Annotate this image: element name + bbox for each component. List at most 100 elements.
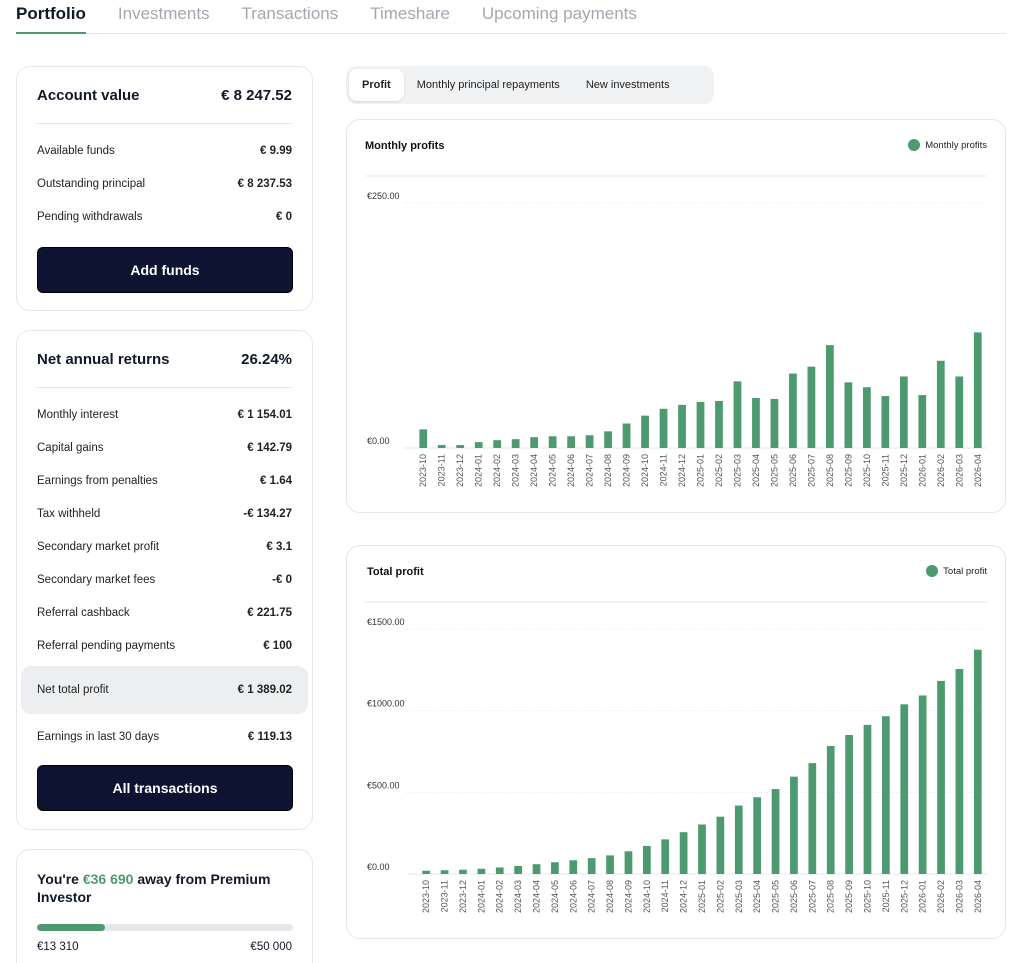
tab-transactions[interactable]: Transactions: [241, 4, 339, 23]
premium-amount: €36 690: [82, 871, 134, 887]
bar[interactable]: [862, 387, 871, 448]
add-funds-button[interactable]: Add funds: [37, 247, 293, 293]
row-value: € 1 154.01: [237, 408, 292, 421]
bar[interactable]: [678, 404, 686, 448]
bar[interactable]: [918, 395, 927, 448]
bar[interactable]: [548, 436, 557, 448]
bar[interactable]: [622, 423, 631, 449]
bar[interactable]: [752, 398, 760, 448]
bar[interactable]: [955, 669, 964, 874]
x-tick-label: 2025-02: [714, 454, 724, 487]
bar[interactable]: [734, 805, 743, 874]
row-label: Referral pending payments: [37, 639, 176, 652]
premium-progress-track: [37, 924, 293, 931]
bar[interactable]: [474, 442, 483, 448]
bar[interactable]: [437, 445, 446, 448]
x-tick-label: 2024-05: [550, 880, 560, 913]
x-tick-label: 2025-04: [751, 454, 761, 487]
premium-message: You're €36 690 away from Premium Investo…: [37, 870, 297, 906]
bar[interactable]: [826, 745, 835, 874]
bar[interactable]: [456, 445, 465, 448]
bar[interactable]: [679, 832, 688, 874]
bar[interactable]: [770, 399, 779, 448]
bar[interactable]: [551, 862, 559, 874]
bar[interactable]: [659, 408, 668, 448]
legend-dot: [926, 565, 939, 577]
bar[interactable]: [511, 439, 520, 448]
bar[interactable]: [790, 776, 798, 874]
bar[interactable]: [807, 366, 816, 448]
bar[interactable]: [881, 396, 890, 448]
x-tick-label: 2026-04: [973, 454, 983, 487]
x-tick-label: 2025-03: [732, 454, 742, 487]
bar[interactable]: [936, 360, 945, 448]
bar[interactable]: [606, 855, 614, 874]
tab-timeshare[interactable]: Timeshare: [370, 4, 450, 23]
bar[interactable]: [532, 864, 541, 874]
bar[interactable]: [753, 797, 762, 874]
bar[interactable]: [899, 376, 908, 448]
legend-label: Total profit: [943, 565, 987, 577]
bar[interactable]: [789, 373, 797, 448]
row-value: € 3.1: [266, 540, 292, 553]
row-label: Available funds: [37, 144, 115, 157]
bar[interactable]: [585, 435, 594, 448]
x-tick-label: 2026-01: [917, 454, 927, 487]
row-monthly-interest: Monthly interest € 1 154.01: [37, 398, 292, 431]
tab-investments[interactable]: Investments: [117, 4, 210, 23]
row-value: € 8 237.53: [237, 177, 292, 190]
bar[interactable]: [955, 376, 964, 448]
bar[interactable]: [604, 431, 612, 448]
bar[interactable]: [882, 716, 890, 874]
tab-portfolio[interactable]: Portfolio: [16, 0, 86, 34]
x-tick-label: 2025-12: [899, 880, 909, 913]
bar[interactable]: [716, 816, 725, 874]
bar[interactable]: [419, 429, 428, 448]
account-value-header: Account value € 8 247.52: [37, 67, 292, 123]
bar[interactable]: [808, 763, 817, 874]
bar[interactable]: [477, 868, 486, 874]
bar[interactable]: [973, 649, 982, 874]
bar[interactable]: [569, 860, 578, 874]
row-value: € 0: [276, 210, 292, 223]
bar[interactable]: [900, 704, 909, 874]
bar[interactable]: [495, 867, 504, 874]
bar[interactable]: [642, 845, 651, 874]
x-tick-label: 2024-04: [532, 880, 542, 913]
divider: [37, 123, 292, 124]
bar[interactable]: [698, 824, 706, 874]
x-tick-label: 2025-09: [843, 454, 853, 487]
x-tick-label: 2024-09: [622, 454, 632, 487]
bar[interactable]: [514, 865, 522, 874]
bar[interactable]: [530, 437, 539, 448]
segment-new-investments[interactable]: New investments: [585, 79, 670, 91]
tab-upcoming-payments[interactable]: Upcoming payments: [481, 4, 637, 23]
bar[interactable]: [587, 858, 596, 874]
bar[interactable]: [624, 851, 633, 874]
bar[interactable]: [973, 332, 982, 448]
bar[interactable]: [733, 381, 742, 448]
x-tick-label: 2024-03: [513, 880, 523, 913]
bar[interactable]: [715, 400, 723, 448]
bar[interactable]: [422, 870, 431, 874]
row-tax-withheld: Tax withheld -€ 134.27: [37, 497, 292, 530]
bar[interactable]: [440, 870, 449, 874]
segment-monthly-principal-repayments[interactable]: Monthly principal repayments: [416, 79, 560, 91]
segment-profit[interactable]: Profit: [349, 69, 404, 101]
bar[interactable]: [826, 345, 834, 448]
bar[interactable]: [937, 680, 945, 874]
x-tick-label: 2024-07: [587, 880, 597, 913]
bar[interactable]: [845, 735, 853, 874]
x-tick-label: 2025-01: [696, 454, 706, 487]
bar[interactable]: [844, 382, 853, 448]
bar[interactable]: [696, 401, 705, 448]
all-transactions-button[interactable]: All transactions: [37, 765, 293, 811]
bar[interactable]: [918, 695, 927, 874]
bar[interactable]: [661, 839, 670, 874]
bar[interactable]: [567, 436, 575, 448]
bar[interactable]: [771, 789, 780, 874]
bar[interactable]: [493, 440, 502, 448]
bar[interactable]: [641, 415, 649, 448]
bar[interactable]: [863, 724, 872, 874]
bar[interactable]: [459, 869, 467, 874]
